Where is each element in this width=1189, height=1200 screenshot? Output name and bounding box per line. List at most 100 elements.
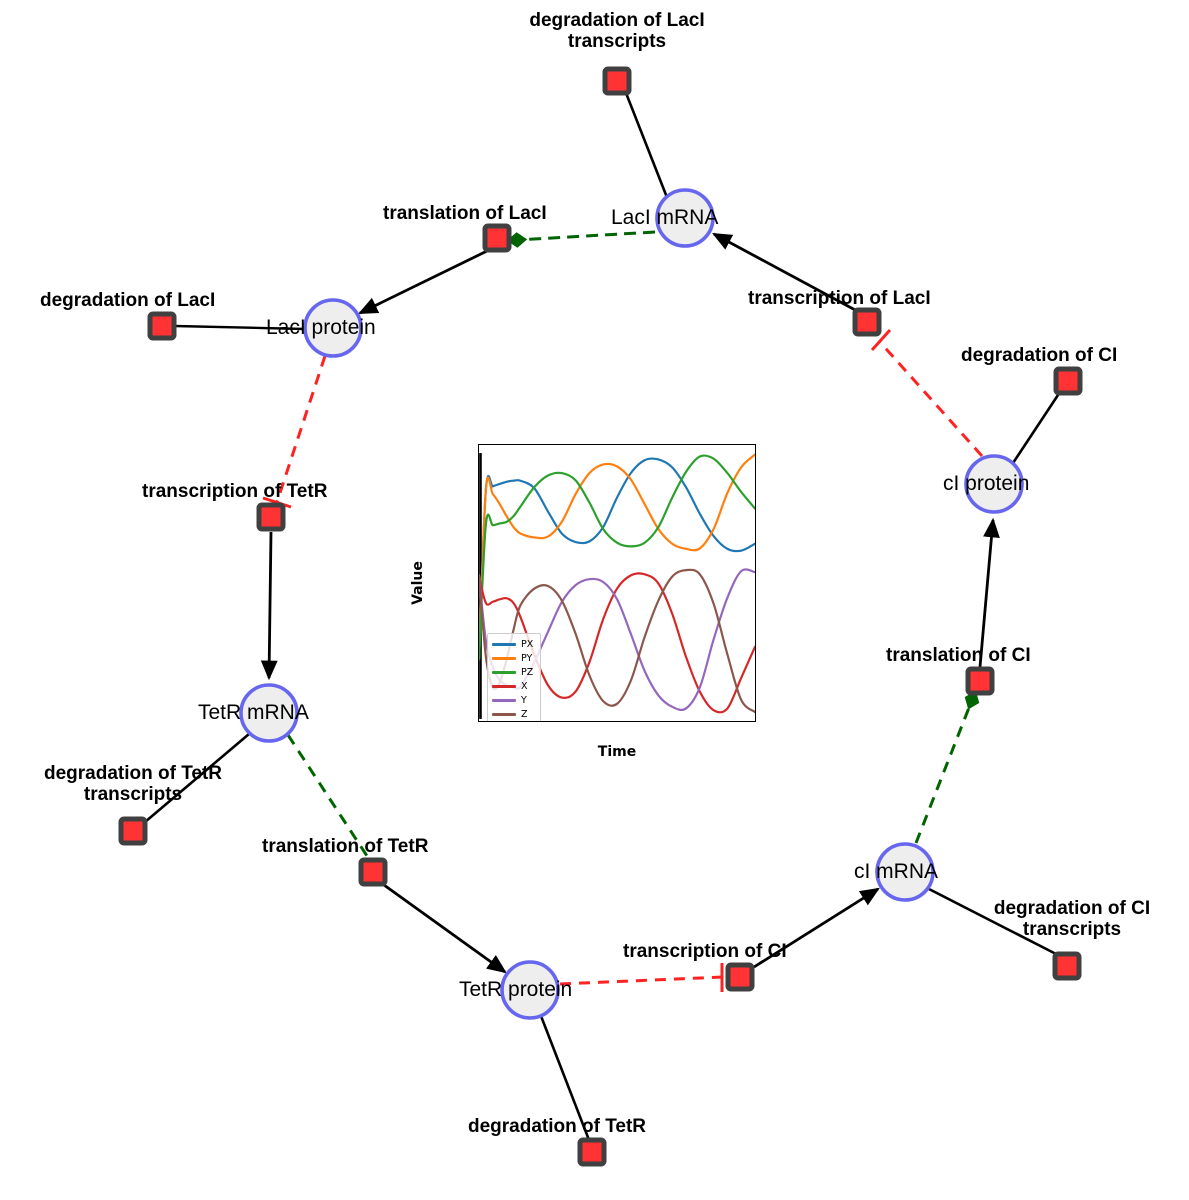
reaction-node-translation-tetr[interactable]	[358, 857, 388, 887]
legend-swatch-icon	[492, 699, 516, 702]
legend-label: X	[521, 680, 528, 692]
reaction-label-transcription-ci: transcription of CI	[623, 941, 787, 962]
reaction-node-deg-tetr[interactable]	[577, 1137, 607, 1167]
edge-laci-mrna-to-translation-laci	[506, 230, 656, 248]
reaction-label-deg-ci-transcripts: degradation of CI transcripts	[955, 898, 1189, 941]
plot-x-tick-mark	[478, 721, 479, 722]
reaction-label-translation-tetr: translation of TetR	[262, 836, 429, 857]
plot-series-px	[479, 457, 755, 661]
plot-y-tick-mark	[478, 660, 479, 661]
reaction-label-line-1: degradation of TetR	[43, 763, 223, 784]
legend-item-px: PX	[492, 638, 533, 651]
plot-y-tick-mark	[478, 536, 479, 537]
legend-swatch-icon	[492, 713, 516, 716]
species-nodes	[239, 188, 1024, 1020]
reaction-node-deg-laci[interactable]	[147, 311, 177, 341]
plot-series-pz	[479, 454, 755, 661]
reaction-label-line-1: degradation of CI	[993, 898, 1151, 919]
species-node-laci-protein[interactable]	[303, 298, 363, 358]
plot-y-tick-mark	[478, 474, 479, 475]
plot-series-py	[479, 453, 755, 661]
reaction-node-deg-tetr-transcripts[interactable]	[118, 816, 148, 846]
edge-inhibition-tee-laci	[870, 328, 892, 352]
legend-item-py: PY	[492, 652, 533, 665]
reaction-label-translation-ci: translation of CI	[886, 645, 1031, 666]
edge-tetr-mrna-to-translation-tetr	[286, 734, 371, 860]
edge-ci-mrna-to-translation-ci	[914, 690, 980, 844]
species-label-laci-mrna: LacI mRNA	[611, 206, 719, 229]
edge-tetr-mrna-to-deg-tetr-transcripts	[144, 733, 250, 823]
reaction-label-deg-tetr: degradation of TetR	[468, 1116, 647, 1137]
plot-y-axis-label: Value	[410, 561, 426, 605]
reaction-label-line-2: transcripts	[1022, 919, 1122, 941]
edge-translation-tetr-to-tetr-protein	[383, 883, 507, 974]
legend-swatch-icon	[492, 685, 516, 688]
plot-x-tick-mark	[548, 721, 549, 722]
legend-label: PX	[521, 638, 534, 650]
plot-x-tick-mark	[687, 721, 688, 722]
edge-transcription-tetr-to-tetr-mrna	[260, 531, 278, 681]
species-label-ci-mrna: cI mRNA	[854, 860, 938, 883]
reaction-node-deg-ci-transcripts[interactable]	[1052, 951, 1082, 981]
reaction-node-translation-laci[interactable]	[482, 223, 512, 253]
plot-series-x	[479, 572, 755, 714]
legend-item-y: Y	[492, 694, 533, 707]
reaction-label-transcription-laci: transcription of LacI	[748, 288, 931, 309]
legend-swatch-icon	[492, 657, 516, 660]
edge-deg-laci-transcripts-to-laci-mrna	[624, 92, 670, 201]
edge-transcription-laci-to-laci-mrna	[712, 232, 858, 313]
edge-tetr-protein-to-transcription-ci	[559, 975, 724, 986]
reaction-node-deg-laci-transcripts[interactable]	[602, 66, 632, 96]
reaction-node-transcription-ci[interactable]	[725, 962, 755, 992]
reaction-node-deg-ci[interactable]	[1053, 366, 1083, 396]
legend-item-pz: PZ	[492, 666, 533, 679]
edge-translation-ci-to-ci-protein	[978, 517, 1000, 668]
legend-item-x: X	[492, 680, 533, 693]
reaction-nodes	[118, 66, 1083, 1167]
species-node-laci-mrna[interactable]	[655, 188, 715, 248]
edge-deg-ci-to-ci-protein	[1011, 391, 1062, 464]
reaction-label-deg-tetr-transcripts: degradation of TetR transcripts	[4, 763, 262, 806]
reaction-label-transcription-tetr: transcription of TetR	[142, 481, 328, 502]
edge-ci-mrna-to-deg-ci-transcripts	[926, 886, 1059, 957]
reaction-label-translation-laci: translation of LacI	[383, 203, 547, 224]
edge-deg-laci-to-laci-protein	[174, 324, 306, 331]
plot-x-axis-label: Time	[597, 744, 637, 760]
species-node-ci-mrna[interactable]	[875, 842, 935, 902]
reaction-label-deg-laci-transcripts: degradation of LacI transcripts	[487, 10, 747, 53]
reaction-node-transcription-laci[interactable]	[852, 307, 882, 337]
legend-label: Z	[521, 708, 528, 720]
reaction-label-line-1: degradation of LacI	[529, 10, 705, 31]
species-node-ci-protein[interactable]	[964, 454, 1024, 514]
legend-item-z: Z	[492, 708, 533, 721]
reaction-node-translation-ci[interactable]	[965, 666, 995, 696]
legend-label: Y	[521, 694, 527, 706]
species-label-tetr-mrna: TetR mRNA	[198, 701, 309, 724]
edge-tetr-protein-to-deg-tetr	[539, 1015, 591, 1141]
reaction-node-transcription-tetr[interactable]	[256, 502, 286, 532]
legend-label: PZ	[521, 666, 534, 678]
reaction-label-deg-ci: degradation of CI	[961, 345, 1118, 366]
edge-translation-laci-to-laci-protein	[357, 249, 488, 315]
reaction-label-deg-laci: degradation of LacI	[40, 290, 216, 311]
species-node-tetr-mrna[interactable]	[239, 683, 299, 743]
legend-swatch-icon	[492, 643, 516, 646]
species-label-ci-protein: cI protein	[943, 472, 1030, 495]
reaction-label-line-2: transcripts	[567, 31, 667, 53]
edge-transcription-ci-to-ci-mrna	[753, 887, 880, 969]
edge-ci-protein-to-transcription-laci	[877, 339, 984, 458]
species-node-tetr-protein[interactable]	[500, 960, 560, 1020]
species-label-tetr-protein: TetR protein	[459, 978, 573, 1001]
edge-laci-protein-to-transcription-tetr	[275, 355, 327, 503]
plot-x-tick-mark	[617, 721, 618, 722]
reaction-label-line-2: transcripts	[83, 784, 183, 806]
plot-legend: PX PY PZ X Y Z	[487, 633, 542, 721]
legend-label: PY	[521, 652, 533, 664]
plot-y-tick-mark	[478, 598, 479, 599]
legend-swatch-icon	[492, 671, 516, 674]
species-label-laci-protein: LacI protein	[266, 316, 376, 339]
